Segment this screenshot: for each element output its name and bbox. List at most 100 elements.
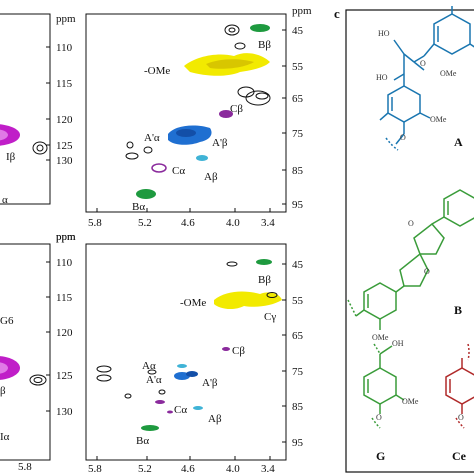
tick-label: 3.4 [261,463,275,474]
left-bottom-frame [0,243,51,461]
right-top-xticks: 5.8 5.2 4.6 4.0 3.4 [88,208,275,229]
atom-label: OMe [372,333,389,342]
contour-bbeta [250,24,270,32]
peak-label: Iβ [6,151,16,163]
structure-ce-label: Ce [452,449,467,463]
atom-label: OMe [402,397,419,406]
structure-a-label: A [454,135,463,149]
atom-label: OMe [430,115,447,124]
panel-c-frame [345,9,474,473]
tick-label: 75 [292,366,304,378]
tick-label: 65 [292,93,304,105]
tick-label: 4.6 [181,217,195,229]
atom-label: HO [378,29,390,38]
tick-label: 5.8 [18,461,32,473]
right-top-y-unit: ppm [292,5,312,17]
left-bottom-yticks: 110 115 120 125 130 [46,257,73,418]
tick-label: 125 [56,140,73,152]
contour-black [29,374,47,386]
structure-b-atoms: O O OMe [372,219,430,342]
peak-label: Bα [132,201,145,213]
peak-label: -OMe [180,297,206,309]
contour-black [158,389,166,395]
contour-black [143,146,153,154]
contour-black [245,90,271,106]
contour-black [96,365,112,373]
peak-label: Bβ [258,274,271,286]
tick-label: 4.0 [226,463,240,474]
structure-ce-atoms: O [458,413,464,422]
tick-label: 45 [292,25,304,37]
atom-label: O [376,413,382,422]
left-top-panel: ppm 110 115 120 125 130 Iβ α [0,13,76,206]
peak-label: Iα [0,431,10,443]
structure-b [347,189,474,330]
tick-label: 5.2 [138,463,152,474]
contour-calpha [155,400,165,404]
structure-a [379,6,474,151]
tick-label: 110 [56,257,73,269]
peak-label: Cβ [232,345,245,357]
contour-cbeta [219,110,233,118]
atom-label: O [400,133,406,142]
tick-label: 85 [292,401,304,413]
tick-label: 4.6 [181,463,195,474]
peak-label: Cα [172,165,185,177]
tick-label: 55 [292,61,304,73]
contour-black [32,141,48,155]
structure-a-atoms: HO HO OMe OMe O O [376,29,457,142]
right-top-frame [85,13,287,213]
contour-black-inner [36,144,44,152]
contour-bbeta [256,259,272,265]
contour-black [124,393,132,399]
contour-abeta [193,406,203,410]
contour-magenta-inner [0,362,8,374]
tick-label: 95 [292,437,304,449]
contour-abeta [196,155,208,161]
tick-label: 5.8 [88,217,102,229]
left-top-frame [0,13,51,205]
contour-balpha [141,425,159,431]
left-bottom-unit: ppm [56,231,76,243]
atom-label: HO [376,73,388,82]
contour-ome-core [206,59,254,69]
contour-cgamma [266,292,278,298]
left-bottom-contours [0,356,47,386]
peak-label: α [2,194,8,206]
tick-label: 3.4 [261,217,275,229]
right-bottom-panel: 5.8 5.2 4.6 4.0 3.4 45 55 65 75 85 95 [85,243,304,474]
contour-black [234,42,246,50]
panel-c-letter: c [334,6,340,21]
peak-label: Cβ [230,103,243,115]
contour-calpha [151,163,167,173]
left-top-unit: ppm [56,13,76,25]
atom-label: O [408,219,414,228]
atom-label: O [458,413,464,422]
structure-ce [445,343,474,429]
contour-black [228,27,236,33]
contour-black-inner [33,377,43,383]
contour-cbeta [222,347,230,351]
structure-g-atoms: OH OMe O [376,339,419,422]
tick-label: 55 [292,295,304,307]
left-top-yticks: 110 115 120 125 130 [46,42,73,167]
tick-label: 120 [56,327,73,339]
atom-label: OMe [440,69,457,78]
peak-label: -OMe [144,65,170,77]
atom-label: O [420,59,426,68]
peak-label: Aβ [208,413,222,425]
contour-black [226,261,238,267]
tick-label: 95 [292,199,304,211]
peak-label: Aα [142,360,156,372]
right-bottom-contours [96,259,282,431]
tick-label: 85 [292,165,304,177]
contour-aalpha [177,364,187,368]
contour-magenta [0,124,20,146]
tick-label: 130 [56,155,73,167]
atom-label: O [424,267,430,276]
tick-label: 5.8 [88,463,102,474]
contour-black [126,141,134,149]
right-top-x-unit: ppm [56,231,76,243]
peak-label: Cα [174,404,187,416]
